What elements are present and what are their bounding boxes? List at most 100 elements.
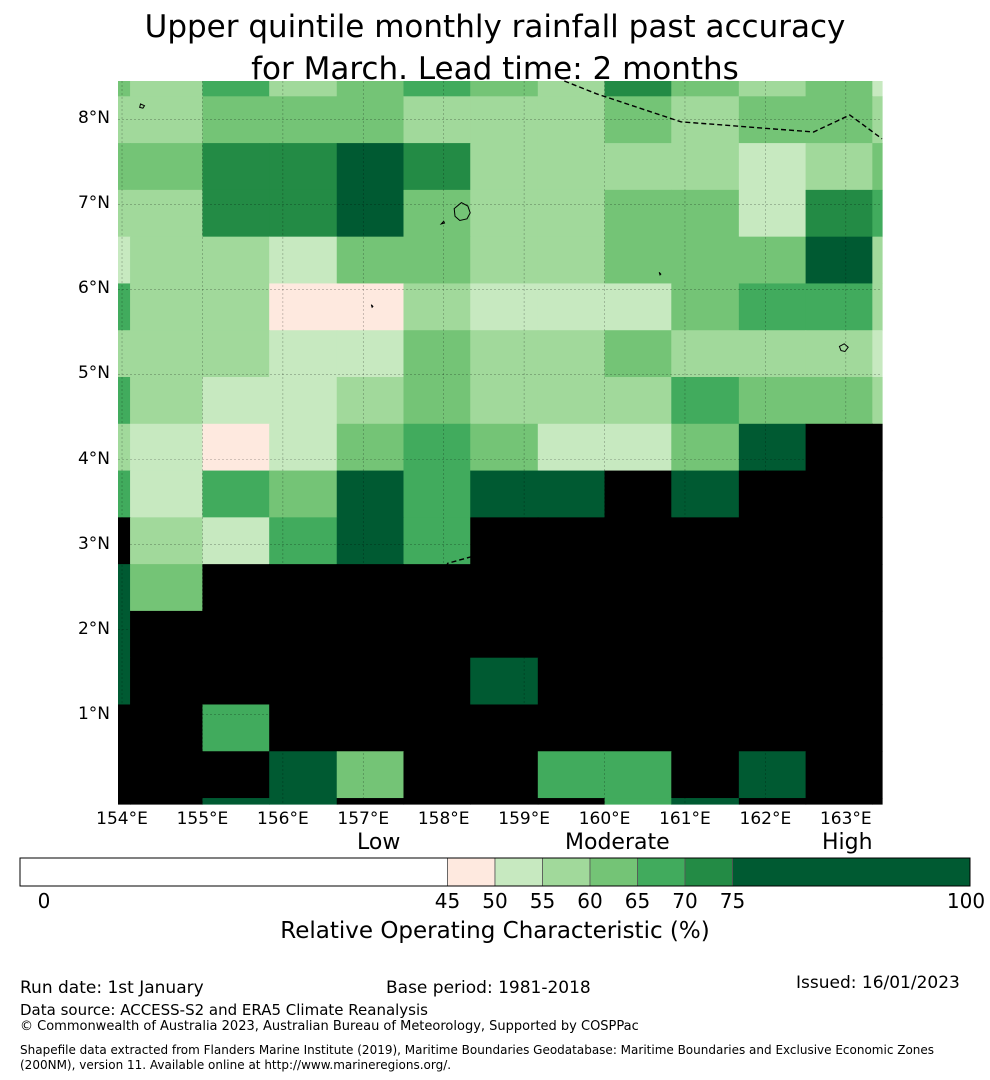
grid-cell bbox=[805, 189, 873, 238]
grid-cell bbox=[738, 81, 807, 97]
eez-boundary-line bbox=[564, 80, 883, 140]
grid-cell bbox=[470, 236, 539, 285]
colorbar-tick-label: 55 bbox=[529, 889, 556, 913]
grid-cell bbox=[738, 704, 807, 752]
lat-tick-label: 4°N bbox=[77, 448, 110, 469]
grid-cell bbox=[130, 189, 204, 238]
grid-cell bbox=[537, 81, 606, 97]
grid-cell bbox=[130, 143, 204, 191]
grid-cell bbox=[336, 517, 405, 565]
grid-cell bbox=[403, 377, 471, 425]
grid-cell bbox=[269, 189, 338, 238]
lon-tick-label: 154°E bbox=[96, 809, 148, 829]
grid-cell bbox=[805, 377, 873, 425]
grid-cell bbox=[269, 81, 338, 97]
grid-cell bbox=[269, 798, 338, 805]
colorbar-tick-label: 50 bbox=[482, 889, 508, 913]
grid-cell bbox=[118, 283, 131, 331]
grid-cell bbox=[805, 283, 873, 331]
colorbar-bin bbox=[447, 857, 496, 887]
grid-cell bbox=[269, 470, 338, 518]
island-coastline bbox=[370, 304, 374, 309]
colorbar-tick-label: 70 bbox=[672, 889, 698, 913]
grid-cell bbox=[130, 517, 204, 565]
grid-cell bbox=[872, 751, 883, 799]
grid-cell bbox=[604, 330, 672, 378]
island-coastline bbox=[658, 272, 662, 276]
grid-cell bbox=[336, 798, 405, 805]
grid-cell bbox=[118, 330, 131, 378]
lon-tick-label: 161°E bbox=[659, 809, 711, 829]
grid-cell bbox=[470, 96, 539, 144]
category-low-label: Low bbox=[357, 830, 401, 855]
lat-tick-label: 6°N bbox=[77, 278, 110, 299]
grid-cell bbox=[202, 517, 270, 565]
grid-cell bbox=[671, 704, 740, 752]
grid-cell bbox=[537, 96, 606, 144]
grid-cell bbox=[336, 189, 405, 238]
grid-cell bbox=[130, 377, 204, 425]
colorbar-bin bbox=[19, 857, 448, 887]
grid-cell bbox=[470, 470, 539, 518]
grid-cell bbox=[470, 423, 539, 472]
grid-cell bbox=[537, 189, 606, 238]
grid-cell bbox=[202, 283, 270, 331]
grid-cell bbox=[118, 798, 131, 805]
lon-tick-label: 157°E bbox=[337, 809, 390, 829]
grid-cell bbox=[537, 283, 606, 331]
grid-cell bbox=[470, 657, 539, 706]
grid-cell bbox=[269, 517, 338, 565]
grid-cell bbox=[604, 751, 672, 799]
grid-cell bbox=[470, 189, 539, 238]
grid-cell bbox=[738, 423, 807, 472]
grid-cell bbox=[872, 189, 883, 238]
lat-tick-label: 7°N bbox=[77, 193, 110, 214]
grid-cell bbox=[269, 236, 338, 285]
grid-cell bbox=[130, 330, 204, 378]
grid-cell bbox=[269, 283, 338, 331]
grid-cell bbox=[202, 330, 270, 378]
grid-cell bbox=[738, 377, 807, 425]
title-line-1: Upper quintile monthly rainfall past acc… bbox=[144, 9, 846, 45]
base-period: Base period: 1981-2018 bbox=[386, 978, 591, 998]
grid-cell bbox=[671, 657, 740, 706]
data-source: Data source: ACCESS-S2 and ERA5 Climate … bbox=[20, 1001, 428, 1019]
grid-cell bbox=[671, 610, 740, 659]
grid-cell bbox=[671, 751, 740, 799]
grid-cell bbox=[738, 657, 807, 706]
grid-cell bbox=[118, 564, 131, 612]
island-coastline bbox=[838, 343, 849, 353]
grid-cell bbox=[269, 96, 338, 144]
grid-cell bbox=[604, 704, 672, 752]
grid-cell bbox=[537, 470, 606, 518]
lon-tick-label: 159°E bbox=[498, 809, 550, 829]
grid-cell bbox=[336, 657, 405, 706]
grid-cell bbox=[336, 330, 405, 378]
grid-cell bbox=[202, 751, 270, 799]
lat-tick-label: 3°N bbox=[77, 533, 110, 554]
grid-cell bbox=[604, 283, 672, 331]
grid-cell bbox=[604, 470, 672, 518]
island-coastline bbox=[139, 103, 146, 109]
colorbar-outline bbox=[19, 857, 971, 887]
colorbar-bin bbox=[732, 857, 971, 887]
grid-cell bbox=[403, 81, 471, 97]
grid-cell bbox=[872, 423, 883, 472]
grid-cell bbox=[202, 564, 270, 612]
grid-cell bbox=[872, 330, 883, 378]
grid-cell bbox=[671, 470, 740, 518]
grid-cell bbox=[604, 81, 672, 97]
grid-cell bbox=[872, 704, 883, 752]
grid-cell bbox=[671, 423, 740, 472]
grid-cell bbox=[537, 657, 606, 706]
grid-cell bbox=[118, 704, 131, 752]
island-coastline bbox=[439, 220, 446, 225]
colorbar-bin bbox=[684, 857, 733, 887]
grid-cell bbox=[470, 751, 539, 799]
grid-cell bbox=[336, 283, 405, 331]
grid-cell bbox=[118, 189, 131, 238]
grid-cell bbox=[118, 657, 131, 706]
grid-cell bbox=[202, 189, 270, 238]
grid-cell bbox=[805, 96, 873, 144]
eez-boundary-line bbox=[402, 533, 883, 805]
